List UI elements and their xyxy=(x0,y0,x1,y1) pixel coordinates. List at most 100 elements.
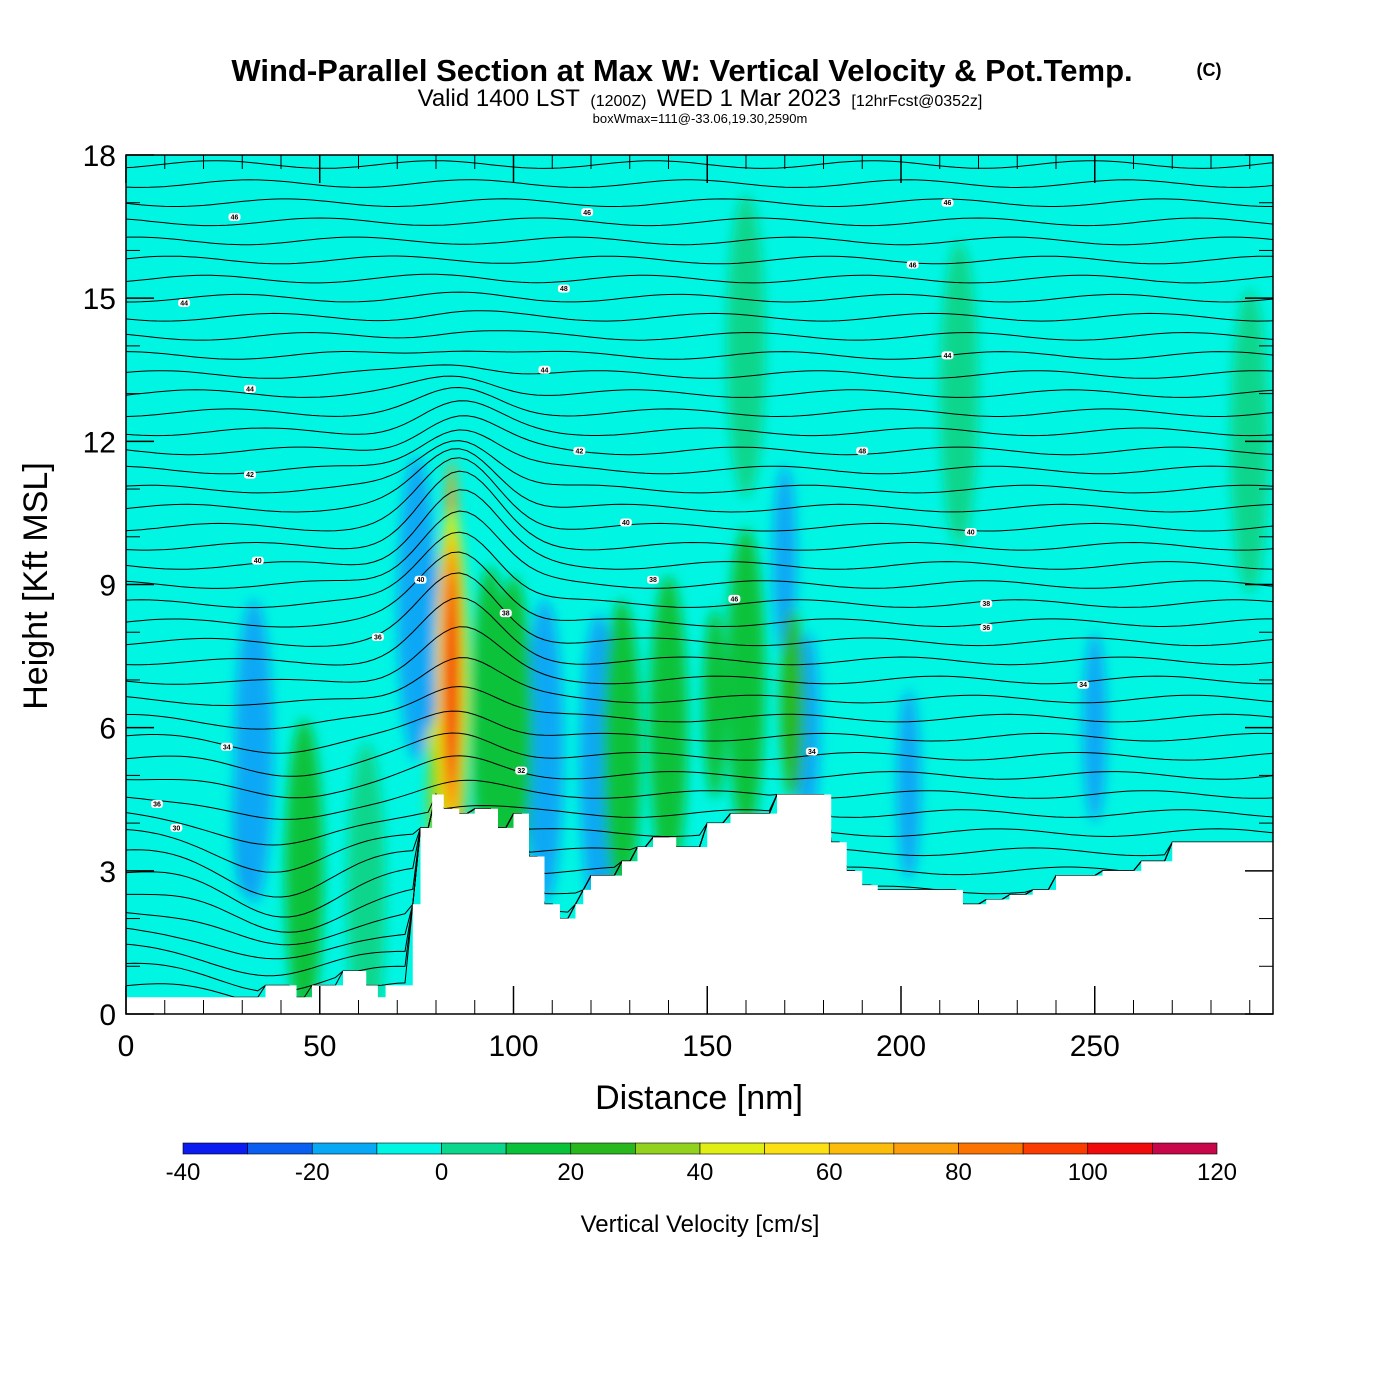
velocity-cell xyxy=(780,608,805,799)
theta-contour-label: 36 xyxy=(980,623,993,632)
theta-contour-line xyxy=(126,330,1273,341)
x-tick-label: 200 xyxy=(876,1030,926,1063)
theta-contour-label: 36 xyxy=(371,632,384,641)
svg-text:40: 40 xyxy=(417,577,425,584)
theta-contour-label: 46 xyxy=(906,260,919,269)
x-axis-label: Distance [nm] xyxy=(595,1079,803,1117)
colorbar-segment xyxy=(893,1142,959,1155)
theta-contour-line xyxy=(126,755,1273,799)
svg-text:40: 40 xyxy=(254,558,262,565)
colorbar-segment xyxy=(182,1142,248,1155)
terrain-mask xyxy=(126,794,1273,1014)
colorbar-tick-label: 40 xyxy=(687,1159,714,1186)
theta-contour-label: 40 xyxy=(964,528,977,537)
theta-contour-line xyxy=(126,572,1273,647)
theta-contour-line xyxy=(126,685,1273,730)
x-tick-label: 150 xyxy=(682,1030,732,1063)
colorbar-segment xyxy=(1022,1142,1089,1155)
colorbar-segment xyxy=(764,1142,830,1155)
velocity-cell xyxy=(896,689,921,880)
svg-text:46: 46 xyxy=(909,262,917,269)
velocity-cell xyxy=(347,742,386,1014)
colorbar-tick-label: 80 xyxy=(945,1159,972,1186)
svg-text:46: 46 xyxy=(944,200,952,207)
theta-contour-line xyxy=(126,551,1273,628)
theta-contour-label: 46 xyxy=(581,208,594,217)
colorbar-segment xyxy=(828,1142,895,1155)
theta-contour-label: 38 xyxy=(499,609,512,618)
theta-contour-labels: 46 46 46 44 48 46 44 44 44 42 42 48 40 40 40 40 38 46 38 38… xyxy=(151,198,1090,832)
chart-title: Wind-Parallel Section at Max W: Vertical… xyxy=(231,53,1132,88)
theta-contours xyxy=(126,160,1273,998)
theta-contour-line xyxy=(126,710,1273,754)
svg-text:40: 40 xyxy=(967,530,975,537)
colorbar-segment xyxy=(247,1142,313,1155)
theta-contour-line xyxy=(126,400,1273,437)
theta-contour-line xyxy=(126,364,1273,379)
colorbar-segment xyxy=(635,1142,701,1155)
svg-text:34: 34 xyxy=(1079,682,1087,689)
colorbar-tick-label: 20 xyxy=(557,1159,584,1186)
svg-text:48: 48 xyxy=(858,448,866,455)
box-wmax: boxWmax=111@-33.06,19.30,2590m xyxy=(593,111,808,126)
velocity-cell xyxy=(494,575,533,880)
theta-contour-label: 38 xyxy=(980,599,993,608)
theta-contour-line xyxy=(126,375,1273,398)
theta-contour-label: 48 xyxy=(856,446,869,455)
theta-contour-line xyxy=(126,217,1273,227)
theta-contour-line xyxy=(126,350,1273,360)
theta-contour-line xyxy=(126,179,1273,189)
y-axis-label: Height [Kft MSL] xyxy=(17,462,55,710)
svg-text:44: 44 xyxy=(541,367,549,374)
y-tick-label: 6 xyxy=(99,713,116,746)
y-tick-label: 3 xyxy=(99,856,116,889)
theta-contour-line xyxy=(126,732,1273,777)
theta-contour-line xyxy=(126,489,1273,570)
theta-contour-line xyxy=(126,429,1273,475)
colorbar-segment xyxy=(311,1142,378,1155)
forecast-run: [12hrFcst@0352z] xyxy=(851,93,982,110)
theta-contour-line xyxy=(126,470,1273,551)
theta-contour-label: 42 xyxy=(244,470,256,479)
updraft-core xyxy=(446,574,457,785)
svg-text:44: 44 xyxy=(180,300,188,307)
y-tick-label: 9 xyxy=(99,570,116,603)
theta-contour-label: 46 xyxy=(941,198,954,207)
velocity-cell xyxy=(703,608,727,799)
theta-contour-label: 44 xyxy=(244,384,256,393)
colorbar-label: Vertical Velocity [cm/s] xyxy=(581,1211,820,1238)
colorbar-tick-label: 0 xyxy=(435,1159,448,1186)
svg-text:36: 36 xyxy=(982,625,990,632)
svg-text:40: 40 xyxy=(622,520,630,527)
svg-text:36: 36 xyxy=(153,802,161,809)
theta-contour-line xyxy=(126,273,1273,284)
theta-contour-label: 32 xyxy=(515,766,528,775)
theta-contour-label: 46 xyxy=(228,213,241,222)
svg-text:32: 32 xyxy=(517,768,525,775)
velocity-cell xyxy=(525,599,564,904)
colorbar: -40 -20 0 20 40 60 80 100 120 xyxy=(166,1142,1237,1186)
theta-contour-label: 44 xyxy=(538,365,551,374)
velocity-cell xyxy=(649,575,688,880)
theta-contour-label: 40 xyxy=(251,556,264,565)
x-tick-label: 0 xyxy=(118,1030,135,1063)
svg-text:36: 36 xyxy=(374,634,382,641)
x-tick-label: 100 xyxy=(488,1030,538,1063)
svg-text:38: 38 xyxy=(502,611,510,618)
colorbar-segment xyxy=(958,1142,1024,1155)
colorbar-tick-label: -20 xyxy=(295,1159,330,1186)
svg-text:34: 34 xyxy=(223,744,231,751)
y-tick-label: 18 xyxy=(83,140,116,173)
theta-contour-label: 40 xyxy=(414,575,427,584)
colorbar-segment xyxy=(441,1142,507,1155)
svg-text:44: 44 xyxy=(944,353,952,360)
colorbar-tick-label: 60 xyxy=(816,1159,843,1186)
theta-contour-label: 42 xyxy=(573,446,586,455)
svg-text:42: 42 xyxy=(246,472,254,479)
svg-text:34: 34 xyxy=(808,749,816,756)
valid-date: WED 1 Mar 2023 xyxy=(657,85,841,112)
theta-contour-label: 34 xyxy=(805,747,818,756)
colorbar-segment xyxy=(699,1142,765,1155)
